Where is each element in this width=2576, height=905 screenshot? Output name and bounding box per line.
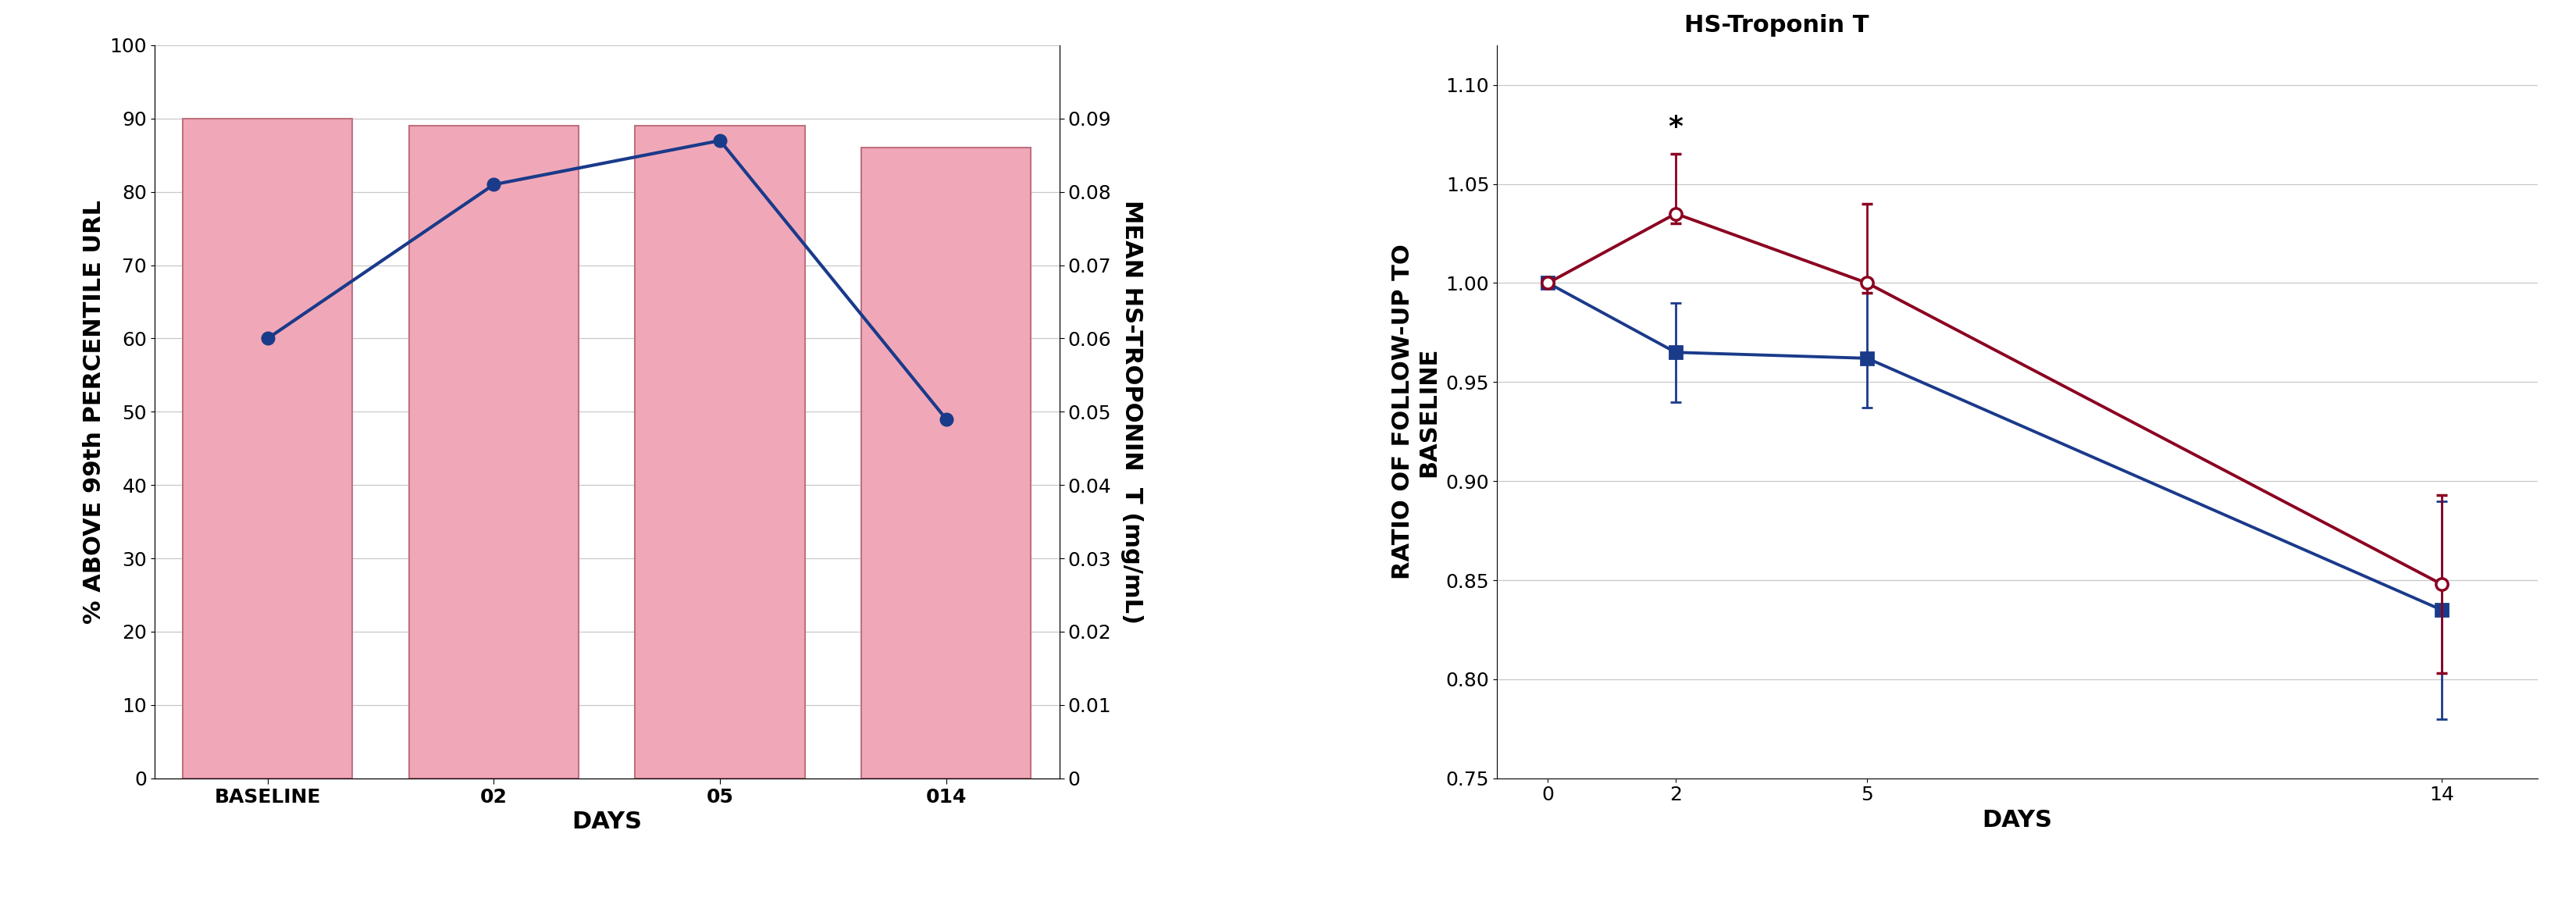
X-axis label: DAYS: DAYS bbox=[1981, 809, 2053, 832]
X-axis label: DAYS: DAYS bbox=[572, 811, 641, 834]
Y-axis label: RATIO OF FOLLOW-UP TO
BASELINE: RATIO OF FOLLOW-UP TO BASELINE bbox=[1391, 244, 1440, 579]
Text: *: * bbox=[1669, 114, 1682, 140]
Bar bbox=[183, 119, 353, 778]
Bar bbox=[410, 126, 580, 778]
Bar bbox=[860, 148, 1030, 778]
Text: HS-Troponin T: HS-Troponin T bbox=[1685, 14, 1868, 37]
Y-axis label: MEAN HS-TROPONIN  T (mg/mL): MEAN HS-TROPONIN T (mg/mL) bbox=[1121, 200, 1144, 624]
Bar bbox=[636, 126, 804, 778]
Y-axis label: % ABOVE 99th PERCENTILE URL: % ABOVE 99th PERCENTILE URL bbox=[82, 200, 106, 624]
